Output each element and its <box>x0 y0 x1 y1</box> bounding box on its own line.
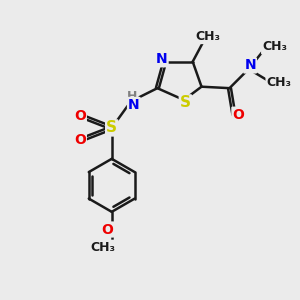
Text: CH₃: CH₃ <box>90 241 116 254</box>
Text: CH₃: CH₃ <box>195 30 220 43</box>
Text: N: N <box>128 98 140 112</box>
Text: S: S <box>106 120 117 135</box>
Text: S: S <box>180 95 191 110</box>
Text: CH₃: CH₃ <box>262 40 287 53</box>
Text: O: O <box>74 109 86 123</box>
Text: O: O <box>74 133 86 147</box>
Text: O: O <box>232 108 244 122</box>
Text: H: H <box>127 91 137 103</box>
Text: O: O <box>101 223 113 236</box>
Text: CH₃: CH₃ <box>266 76 292 89</box>
Text: N: N <box>156 52 168 66</box>
Text: N: N <box>244 58 256 73</box>
